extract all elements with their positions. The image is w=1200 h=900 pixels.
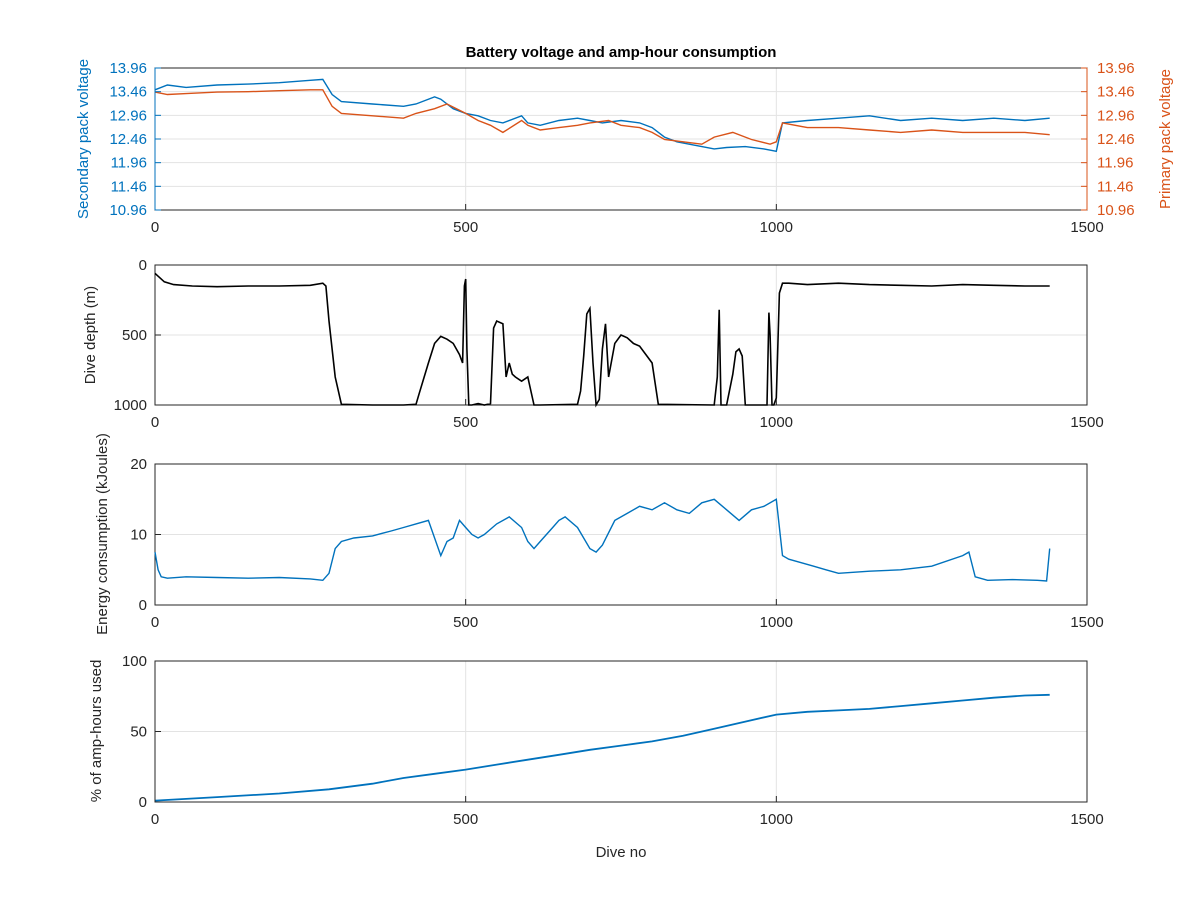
tick-label-y: 1000 bbox=[114, 397, 147, 414]
voltage-left-ylabel: Secondary pack voltage bbox=[75, 59, 92, 219]
voltage-left-y-ticks: 13.96 13.46 12.96 12.46 11.96 11.46 10.96 bbox=[109, 60, 161, 219]
voltage-right-ylabel: Primary pack voltage bbox=[1157, 69, 1174, 209]
series-line-energy-consumption bbox=[154, 498, 1051, 582]
tick-label-y: 500 bbox=[122, 327, 147, 344]
series-line-primary-pack-voltage bbox=[154, 89, 1050, 145]
tick-label-x: 1500 bbox=[1070, 414, 1103, 431]
tick-label-y: 50 bbox=[130, 724, 147, 741]
tick-label-x: 500 bbox=[453, 614, 478, 631]
depth-x-ticks: 0 500 1000 1500 bbox=[151, 399, 1104, 431]
tick-label-y: 0 bbox=[139, 794, 147, 811]
subplot-voltage: 0 500 1000 1500 13.96 13.46 12.96 12.46 11.96 11… bbox=[75, 59, 1174, 236]
tick-label-y-right: 12.46 bbox=[1097, 131, 1135, 148]
tick-label-y-right: 13.46 bbox=[1097, 84, 1135, 101]
tick-label-y: 100 bbox=[122, 653, 147, 670]
amphours-ylabel: % of amp-hours used bbox=[88, 660, 105, 803]
tick-label-y-right: 10.96 bbox=[1097, 202, 1135, 219]
x-axis-label: Dive no bbox=[596, 844, 647, 861]
tick-label-x: 500 bbox=[453, 219, 478, 236]
subplot-energy: 0 500 1000 1500 0 10 20 Energy consumption (k… bbox=[94, 433, 1104, 635]
tick-label-y: 10 bbox=[130, 527, 147, 544]
tick-label-y-left: 12.96 bbox=[109, 107, 147, 124]
tick-label-x: 1000 bbox=[760, 811, 793, 828]
energy-y-ticks: 0 10 20 bbox=[130, 456, 161, 614]
amphours-x-ticks: 0 500 1000 1500 bbox=[151, 796, 1104, 828]
tick-label-x: 0 bbox=[151, 614, 159, 631]
tick-label-x: 1500 bbox=[1070, 219, 1103, 236]
energy-grid bbox=[155, 464, 1087, 605]
voltage-right-y-ticks: 13.96 13.46 12.96 12.46 11.96 11.46 10.96 bbox=[1081, 60, 1135, 219]
depth-y-ticks: 0 500 1000 bbox=[114, 257, 161, 414]
tick-label-x: 1000 bbox=[760, 219, 793, 236]
tick-label-y-right: 11.46 bbox=[1097, 178, 1133, 195]
tick-label-y-left: 13.96 bbox=[109, 60, 147, 77]
subplot-dive-depth: 0 500 1000 1500 0 500 1000 Dive depth (m) bbox=[82, 257, 1104, 431]
tick-label-x: 1500 bbox=[1070, 614, 1103, 631]
figure-title: Battery voltage and amp-hour consumption bbox=[466, 44, 777, 61]
tick-label-y-right: 13.96 bbox=[1097, 60, 1135, 77]
tick-label-y: 0 bbox=[139, 257, 147, 274]
tick-label-x: 1000 bbox=[760, 614, 793, 631]
series-line-secondary-pack-voltage bbox=[154, 78, 1050, 153]
voltage-grid bbox=[155, 68, 1087, 210]
tick-label-y-left: 11.46 bbox=[111, 178, 147, 195]
tick-label-y-left: 12.46 bbox=[109, 131, 147, 148]
tick-label-x: 1000 bbox=[760, 414, 793, 431]
tick-label-y-left: 13.46 bbox=[109, 84, 147, 101]
tick-label-y-left: 11.96 bbox=[111, 155, 147, 172]
series-line-amp-hours-used bbox=[154, 693, 1050, 802]
series-line-dive-depth bbox=[154, 272, 1050, 408]
amphours-grid bbox=[155, 661, 1087, 802]
tick-label-x: 1500 bbox=[1070, 811, 1103, 828]
tick-label-y: 20 bbox=[130, 456, 147, 473]
voltage-x-ticks: 0 500 1000 1500 bbox=[151, 204, 1104, 236]
energy-ylabel: Energy consumption (kJoules) bbox=[94, 433, 111, 635]
tick-label-y: 0 bbox=[139, 597, 147, 614]
tick-label-x: 0 bbox=[151, 219, 159, 236]
tick-label-x: 500 bbox=[453, 414, 478, 431]
tick-label-y-left: 10.96 bbox=[109, 202, 147, 219]
energy-x-ticks: 0 500 1000 1500 bbox=[151, 599, 1104, 631]
depth-ylabel: Dive depth (m) bbox=[82, 286, 99, 384]
tick-label-x: 0 bbox=[151, 414, 159, 431]
amphours-y-ticks: 0 50 100 bbox=[122, 653, 161, 811]
tick-label-y-right: 12.96 bbox=[1097, 107, 1135, 124]
tick-label-x: 0 bbox=[151, 811, 159, 828]
tick-label-x: 500 bbox=[453, 811, 478, 828]
tick-label-y-right: 11.96 bbox=[1097, 155, 1133, 172]
